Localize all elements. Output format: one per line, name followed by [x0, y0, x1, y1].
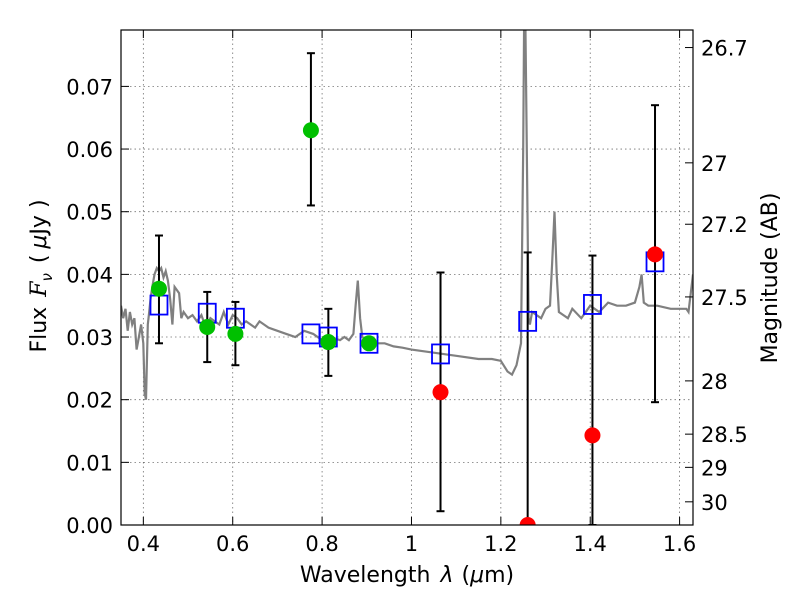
data-points — [150, 122, 664, 525]
y-axis-label: FluxFν(μJy ) — [27, 199, 56, 352]
model-box — [518, 310, 538, 332]
y2-tick-label: 29 — [701, 456, 728, 480]
y-tick-label: 0.03 — [66, 326, 113, 350]
y2-axis-label: Magnitude (AB) — [758, 193, 783, 364]
x-tick-label: 0.6 — [216, 532, 249, 556]
y2-axis-ticks: 26.7 27 27.2 27.5 28 28.5 29 30 — [685, 37, 748, 515]
plot-content — [121, 30, 693, 525]
detection-point — [320, 334, 337, 351]
detection-point — [227, 325, 244, 342]
model-boxes — [149, 251, 665, 365]
y2-tick-label: 30 — [701, 491, 728, 515]
x-axis-label: Wavelength λ (μm) — [300, 563, 514, 588]
detection-point — [150, 280, 167, 297]
detection-point — [361, 335, 378, 352]
low-significance-point — [519, 517, 536, 525]
y2-tick-label: 27 — [701, 152, 728, 176]
y2-tick-label: 28 — [701, 370, 728, 394]
y2-tick-label: 27.2 — [701, 213, 748, 237]
x-tick-label: 1.4 — [574, 532, 607, 556]
y-tick-label: 0.04 — [66, 263, 113, 287]
x-tick-label: 1 — [405, 532, 418, 556]
model-box — [583, 294, 602, 315]
y2-tick-label: 26.7 — [701, 37, 748, 61]
grid — [121, 30, 693, 525]
y-tick-label: 0.01 — [66, 451, 113, 475]
errorbars — [154, 52, 660, 525]
x-tick-label: 0.8 — [305, 532, 338, 556]
low-significance-point — [647, 246, 664, 263]
low-significance-point — [432, 384, 449, 401]
plot-frame — [120, 29, 694, 526]
y-axis-ticks: 0.00 0.01 0.02 0.03 0.04 0.05 0.06 0.07 — [66, 75, 129, 538]
x-tick-label: 1.6 — [663, 532, 696, 556]
detection-point — [199, 319, 216, 335]
low-significance-point — [584, 427, 601, 444]
y-tick-label: 0.05 — [66, 201, 113, 225]
x-tick-label: 1.2 — [484, 532, 517, 556]
y-tick-label: 0.07 — [66, 75, 113, 99]
y-tick-label: 0.06 — [66, 138, 113, 162]
model-box — [359, 332, 379, 354]
x-axis-ticks: 0.4 0.6 0.8 1 1.2 1.4 1.6 — [127, 30, 696, 556]
y2-tick-label: 27.5 — [701, 286, 748, 310]
model-box — [431, 343, 450, 365]
y2-tick-label: 28.5 — [701, 423, 748, 447]
y-tick-label: 0.00 — [66, 514, 113, 538]
detection-point — [302, 122, 319, 139]
x-tick-label: 0.4 — [127, 532, 160, 556]
y-tick-label: 0.02 — [66, 389, 113, 413]
